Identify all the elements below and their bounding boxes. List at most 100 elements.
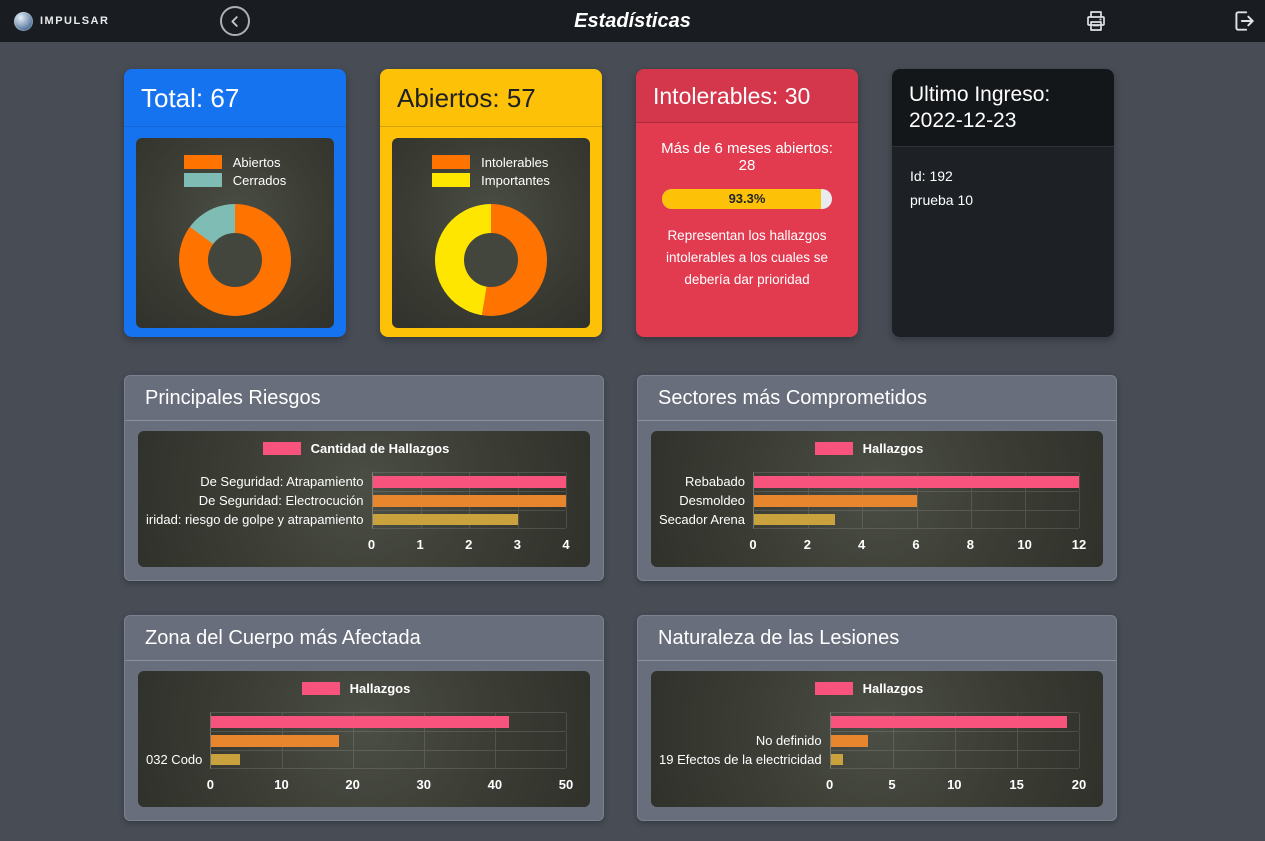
progress-fill — [662, 188, 821, 209]
legend-swatch-icon — [432, 173, 471, 187]
x-tick-label: 3 — [513, 536, 521, 552]
category-label: 032 Codo — [146, 751, 203, 767]
total-donut-chart — [179, 203, 291, 316]
chart-panels-grid: Principales Riesgos Cantidad de Hallazgo… — [124, 375, 1117, 821]
legend-label: Hallazgos — [862, 681, 924, 696]
panel-sectores-comprometidos: Sectores más Comprometidos Hallazgos Reba… — [637, 375, 1117, 581]
panel-title: Zona del Cuerpo más Afectada — [125, 616, 603, 661]
bar — [830, 753, 844, 765]
gridline — [566, 472, 567, 491]
legend-label: Cantidad de Hallazgos — [310, 441, 450, 456]
x-axis: 0 10 20 30 40 50 — [206, 769, 573, 795]
category-label: 19 Efectos de la electricidad — [659, 751, 822, 767]
gridline — [282, 750, 284, 768]
x-tick-label: 2 — [803, 536, 811, 552]
legend-item: Importantes — [432, 173, 550, 188]
brand-name: IMPULSAR — [40, 15, 110, 27]
panel-principales-riesgos: Principales Riesgos Cantidad de Hallazgo… — [124, 375, 604, 581]
axis-pad — [146, 529, 372, 555]
bar-track — [753, 490, 1080, 510]
gridline — [566, 491, 567, 510]
gridline — [1079, 510, 1080, 528]
panel-title: Sectores más Comprometidos — [638, 376, 1116, 421]
bar-track — [371, 471, 567, 491]
panel-zona-cuerpo: Zona del Cuerpo más Afectada Hallazgos 03… — [124, 615, 604, 821]
legend-swatch-icon — [432, 155, 471, 169]
bar-track — [210, 749, 567, 769]
gridline — [1079, 491, 1080, 510]
logout-icon — [1231, 8, 1257, 34]
x-tick-label: 4 — [562, 536, 570, 552]
gridline — [424, 731, 426, 750]
gridline — [970, 491, 972, 510]
gridline — [495, 731, 497, 750]
bar — [754, 513, 836, 525]
gridline — [1079, 712, 1080, 731]
axis-pad — [146, 769, 210, 795]
gridline — [1016, 750, 1018, 768]
category-label: Secador Arena — [659, 511, 746, 527]
x-axis: 0 2 4 6 8 10 12 — [749, 529, 1086, 555]
app-header: IMPULSAR Estadísticas — [0, 0, 1265, 42]
meses-abiertos-text: Más de 6 meses abiertos: 28 — [661, 139, 833, 174]
gridline — [1079, 472, 1080, 491]
bar — [830, 734, 868, 747]
bar — [211, 715, 510, 728]
gridline — [353, 750, 355, 768]
summary-cards-row: Total: 67 Abiertos Cerrados Abiertos: 57 … — [124, 69, 1117, 337]
gridline — [353, 731, 355, 750]
gridline — [424, 750, 426, 768]
bar-plot-area: De Seguridad: Atrapamiento De Seguridad: … — [146, 465, 570, 561]
card-abiertos-title: Abiertos: 57 — [380, 69, 602, 127]
print-button[interactable] — [1084, 9, 1108, 33]
category-label: De Seguridad: Electrocución — [198, 492, 364, 508]
bar-plot-area: Rebabado Desmoldeo Secador Arena 0 2 4 6 8 10 12 — [659, 465, 1086, 561]
category-label: De Seguridad: Atrapamiento — [200, 473, 364, 489]
bar-track — [210, 711, 567, 731]
chart-legend: Hallazgos — [146, 681, 566, 696]
x-axis: 0 1 2 3 4 — [368, 529, 570, 555]
gridline — [1024, 510, 1026, 528]
bar-track — [210, 730, 567, 750]
bar — [830, 715, 1067, 728]
x-tick-label: 5 — [888, 776, 896, 792]
gridline — [566, 712, 567, 731]
x-tick-label: 0 — [749, 536, 757, 552]
bar-track — [753, 471, 1080, 491]
total-donut-legend: Abiertos Cerrados — [183, 152, 286, 191]
abiertos-chart-box: Intolerables Importantes — [392, 137, 590, 328]
printer-icon — [1084, 9, 1108, 33]
legend-item: Intolerables — [432, 155, 550, 170]
axis-pad — [659, 769, 830, 795]
panel-title: Naturaleza de las Lesiones — [638, 616, 1116, 661]
ultimo-id-text: Id: 192 — [910, 167, 953, 184]
brand-logo[interactable]: IMPULSAR — [14, 11, 110, 31]
back-button[interactable] — [220, 6, 250, 36]
gridline — [916, 510, 918, 528]
impulsar-logo-icon — [14, 11, 33, 31]
bar — [754, 475, 1079, 488]
legend-swatch-icon — [183, 173, 222, 187]
logout-button[interactable] — [1231, 8, 1257, 34]
bar — [211, 734, 340, 747]
intolerables-note: Representan los hallazgos intolerables a… — [665, 227, 829, 288]
x-tick-label: 0 — [206, 776, 215, 792]
gridline — [566, 750, 567, 768]
card-ultimo-ingreso: Ultimo Ingreso: 2022-12-23 Id: 192 prueb… — [892, 69, 1114, 337]
category-label: No definido — [755, 732, 822, 748]
category-label — [146, 731, 210, 750]
card-intolerables: Intolerables: 30 Más de 6 meses abiertos… — [636, 69, 858, 337]
gridline — [1079, 750, 1080, 768]
card-ultimo-body: Id: 192 prueba 10 — [892, 147, 1114, 230]
legend-swatch-icon — [814, 682, 853, 695]
legend-swatch-icon — [301, 682, 340, 695]
card-intolerables-body: Más de 6 meses abiertos: 28 93.3% Repres… — [636, 123, 858, 337]
bar-track — [829, 730, 1080, 750]
gridline — [916, 491, 918, 510]
category-label: Desmoldeo — [679, 492, 746, 508]
bar-track — [829, 749, 1080, 769]
legend-label: Importantes — [481, 172, 550, 188]
gridline — [954, 750, 956, 768]
page-title: Estadísticas — [574, 9, 691, 32]
legend-swatch-icon — [262, 442, 301, 455]
